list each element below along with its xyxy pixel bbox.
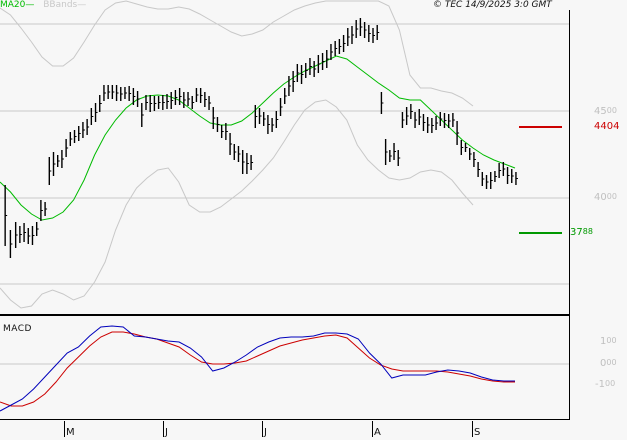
- ma20-line: [0, 55, 516, 221]
- x-axis-ticks: [64, 421, 473, 437]
- x-label-jun: J: [165, 427, 168, 438]
- support-label-main: 37: [570, 227, 583, 238]
- macd-signal-line: [0, 331, 515, 407]
- x-label-aug: A: [374, 427, 381, 438]
- price-tick-4500-sup: 00: [606, 106, 617, 115]
- macd-tick-minus1: -100: [595, 379, 615, 391]
- macd-tick-minus1-main: -1: [595, 379, 605, 390]
- macd-tick-1-main: 1: [600, 336, 607, 347]
- macd-tick-0-sup: 00: [606, 358, 617, 367]
- support-label: 3788: [570, 227, 593, 239]
- macd-tick-1-sup: 00: [606, 336, 617, 345]
- legend-bbands-label: BBands: [43, 0, 78, 10]
- legend-ma20: MA20—: [0, 0, 34, 10]
- legend-ma20-label: MA20: [0, 0, 26, 10]
- macd-tick-0: 000: [600, 358, 617, 370]
- macd-tick-1: 100: [600, 336, 617, 348]
- price-tick-4500-main: 45: [594, 106, 607, 117]
- legend-bbands-swatch: —: [77, 0, 87, 10]
- support-label-sup: 88: [582, 227, 593, 236]
- x-label-sep: S: [474, 427, 481, 438]
- macd-title: MACD: [3, 324, 32, 334]
- bbands-upper-line: [0, 0, 474, 107]
- legend-ma20-swatch: —: [25, 0, 35, 10]
- bbands-lower-line: [0, 99, 474, 309]
- copyright-timestamp: © TEC 14/9/2025 3:0 GMT: [433, 0, 552, 10]
- price-tick-4000-sup: 00: [606, 192, 617, 201]
- price-tick-4000-main: 40: [594, 192, 607, 203]
- macd-line: [0, 325, 515, 412]
- price-bars: [4, 18, 518, 258]
- price-tick-4000: 4000: [594, 192, 617, 204]
- legend-bbands: BBands—: [43, 0, 86, 10]
- price-tick-4500: 4500: [594, 106, 617, 118]
- macd-tick-minus1-sup: 00: [604, 379, 616, 388]
- macd-tick-0-main: 0: [600, 358, 607, 369]
- x-label-jul: J: [264, 427, 267, 438]
- chart-legend: MA20— BBands—: [0, 0, 86, 11]
- resistance-label: 4404: [594, 121, 620, 132]
- x-label-may: M: [66, 427, 75, 438]
